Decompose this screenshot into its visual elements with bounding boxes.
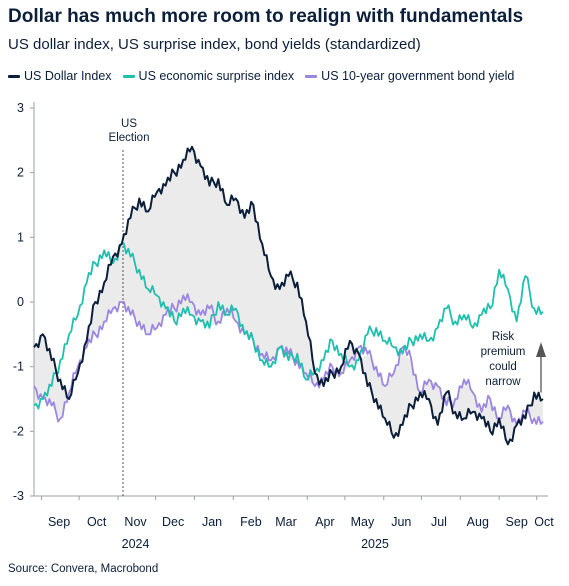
x-tick-label: Jan bbox=[202, 515, 222, 529]
election-annotation: US bbox=[121, 118, 137, 130]
x-tick-label: Dec bbox=[162, 515, 184, 529]
x-tick-label: Mar bbox=[275, 515, 297, 529]
bond-yield-line bbox=[33, 293, 544, 426]
legend-item-yield: US 10-year government bond yield bbox=[305, 69, 514, 83]
risk-annotation: could bbox=[489, 361, 517, 373]
x-tick-label: Nov bbox=[124, 515, 147, 529]
year-label: 2024 bbox=[122, 537, 150, 551]
y-tick-label: -2 bbox=[13, 424, 24, 438]
dollar-index-line bbox=[33, 145, 544, 446]
x-tick-label: Sep bbox=[48, 515, 70, 529]
x-tick-label: Aug bbox=[467, 515, 489, 529]
x-tick-label: Jul bbox=[431, 515, 447, 529]
x-tick-label: Oct bbox=[534, 515, 554, 529]
legend-item-dollar: US Dollar Index bbox=[8, 69, 112, 83]
year-label: 2025 bbox=[361, 537, 389, 551]
risk-arrow-head bbox=[536, 342, 546, 357]
legend: US Dollar Index US economic surprise ind… bbox=[8, 69, 514, 83]
risk-annotation: premium bbox=[481, 346, 526, 358]
risk-annotation: Risk bbox=[492, 331, 515, 343]
legend-item-surprise: US economic surprise index bbox=[122, 69, 295, 83]
legend-swatch-surprise bbox=[122, 74, 135, 78]
shaded-band bbox=[34, 146, 543, 445]
legend-swatch-dollar bbox=[8, 74, 20, 78]
source-note: Source: Convera, Macrobond bbox=[8, 563, 159, 575]
legend-label-dollar: US Dollar Index bbox=[24, 69, 112, 83]
legend-label-surprise: US economic surprise index bbox=[138, 69, 295, 83]
y-tick-label: 2 bbox=[17, 166, 24, 180]
y-tick-label: 1 bbox=[17, 230, 24, 244]
risk-annotation: narrow bbox=[485, 376, 521, 388]
y-tick-label: -3 bbox=[13, 489, 24, 503]
line-chart: 3 2 1 0 -1 -2 -3 Sep Oct Nov Dec Jan Feb Mar Apr May Jun… bbox=[13, 101, 554, 551]
chart-subtitle: US dollar index, US surprise index, bond… bbox=[8, 36, 421, 53]
y-tick-label: 3 bbox=[17, 101, 24, 115]
y-tick-label: -1 bbox=[13, 360, 24, 374]
y-tick-label: 0 bbox=[17, 295, 24, 309]
x-tick-label: Feb bbox=[240, 515, 262, 529]
election-annotation: Election bbox=[109, 132, 150, 144]
x-tick-label: Jun bbox=[391, 515, 411, 529]
chart-title: Dollar has much more room to realign wit… bbox=[8, 6, 524, 27]
x-tick-label: May bbox=[351, 515, 375, 529]
legend-swatch-yield bbox=[305, 74, 318, 78]
x-tick-label: Sep bbox=[506, 515, 528, 529]
x-tick-label: Apr bbox=[315, 515, 334, 529]
x-tick-label: Oct bbox=[87, 515, 107, 529]
legend-label-yield: US 10-year government bond yield bbox=[321, 69, 515, 83]
